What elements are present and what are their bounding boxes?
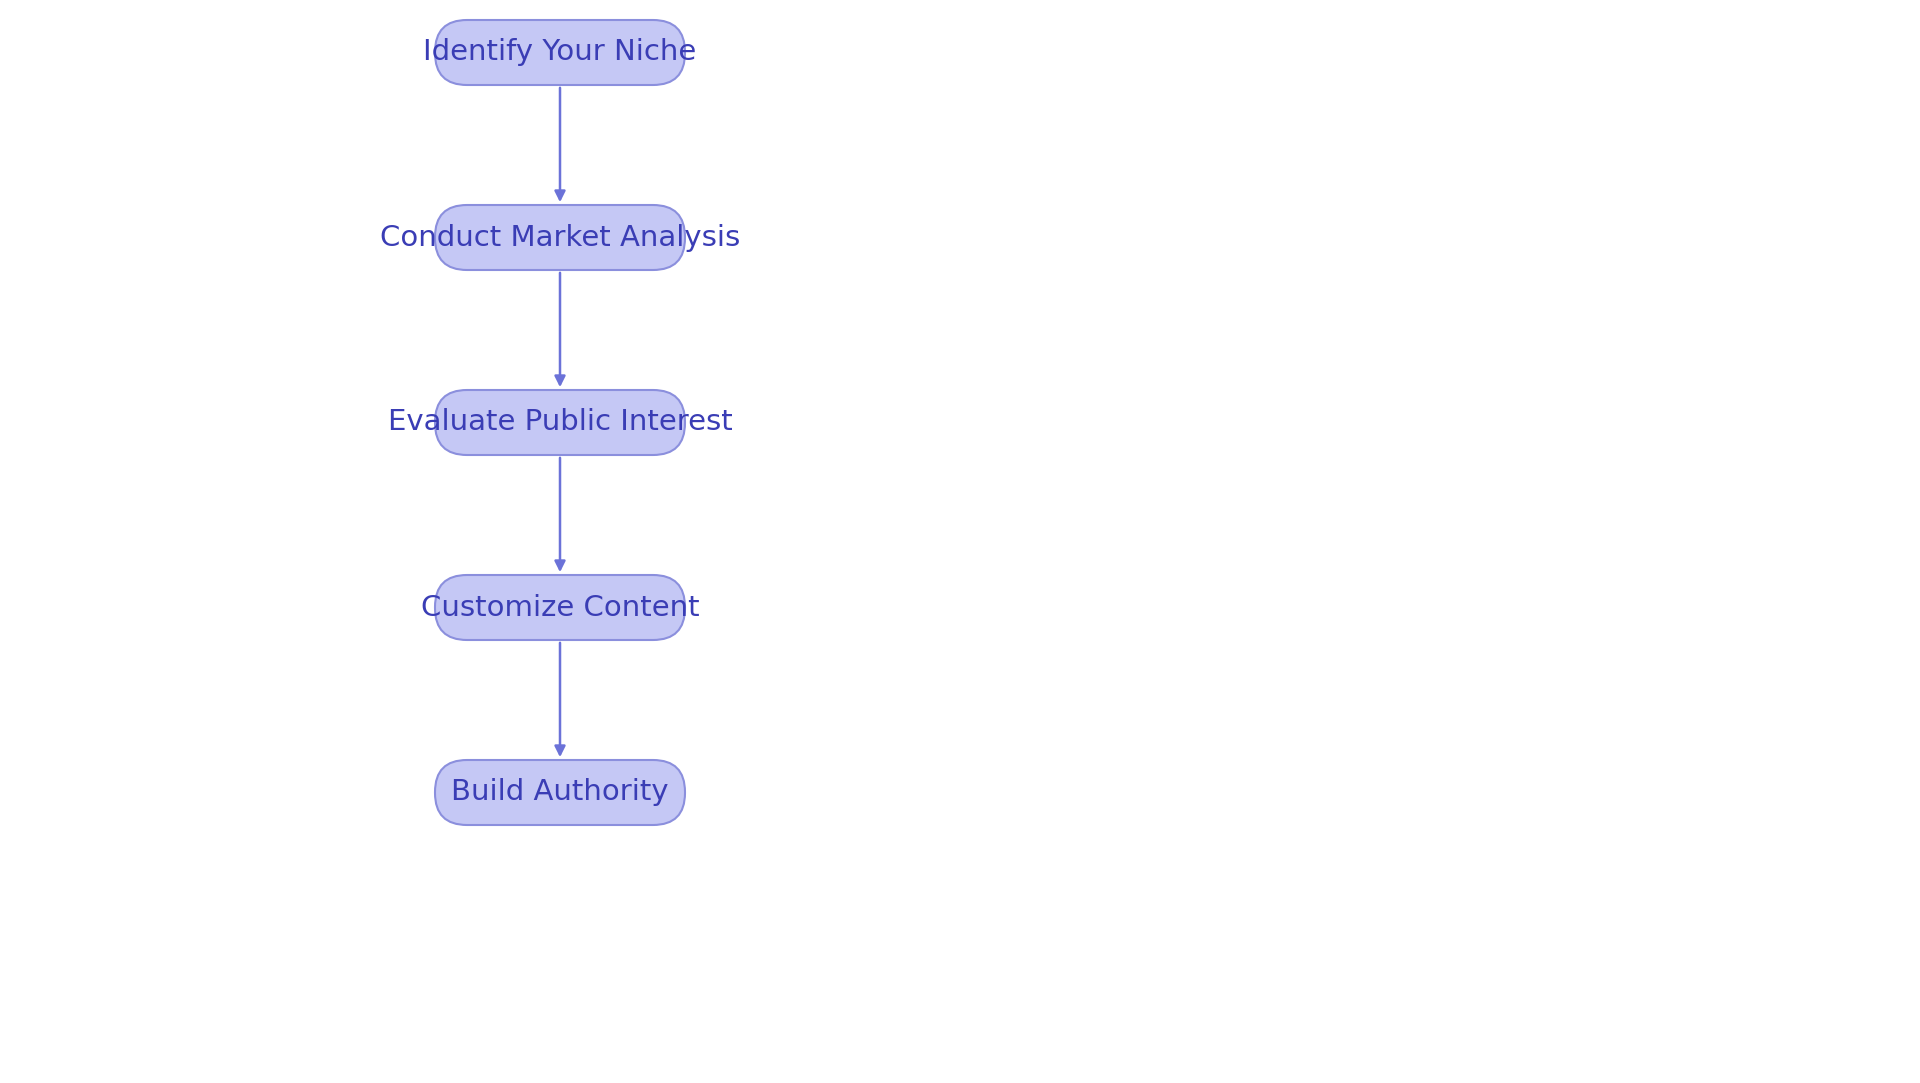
Text: Evaluate Public Interest: Evaluate Public Interest — [388, 408, 732, 436]
Text: Conduct Market Analysis: Conduct Market Analysis — [380, 223, 739, 251]
FancyBboxPatch shape — [436, 575, 685, 640]
FancyBboxPatch shape — [436, 19, 685, 84]
Text: Build Authority: Build Authority — [451, 779, 668, 807]
Text: Customize Content: Customize Content — [420, 593, 699, 622]
FancyBboxPatch shape — [436, 390, 685, 455]
Text: Identify Your Niche: Identify Your Niche — [424, 39, 697, 66]
FancyBboxPatch shape — [436, 205, 685, 270]
FancyBboxPatch shape — [436, 760, 685, 825]
